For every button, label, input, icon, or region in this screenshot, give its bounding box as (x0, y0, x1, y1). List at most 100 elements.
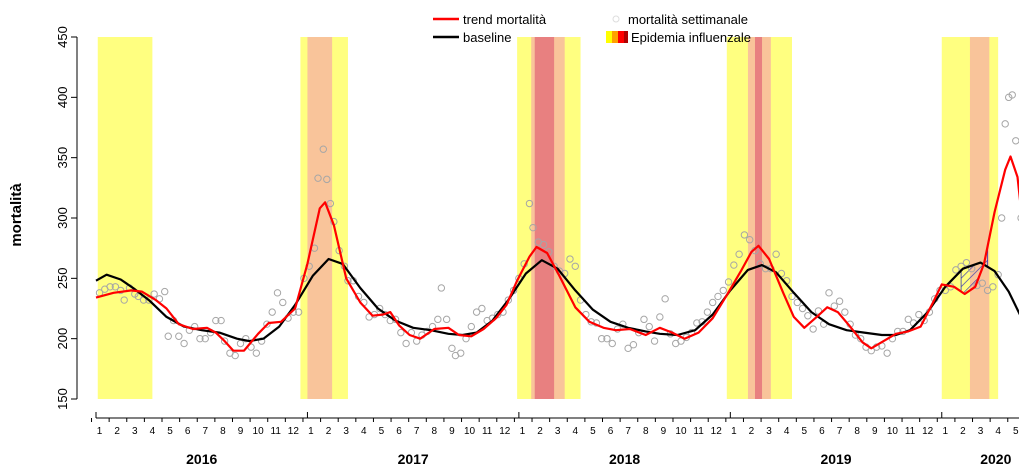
weekly-point (220, 337, 229, 345)
weekly-point (656, 313, 664, 321)
weekly-point (1017, 214, 1019, 222)
weekly-point (442, 315, 451, 324)
weekly-point (1001, 120, 1009, 128)
weekly-point (175, 332, 183, 340)
month-tick-label: 10 (464, 426, 476, 437)
y-tick-label: 200 (55, 328, 70, 350)
weekly-point (825, 289, 833, 297)
epidemic-band-high-5 (534, 37, 555, 399)
weekly-point (724, 278, 733, 286)
legend-epi-swatch-top (624, 31, 628, 43)
legend-epi-label: Epidemia influenzale (631, 30, 751, 45)
weekly-point (478, 304, 486, 313)
month-tick-label: 11 (271, 426, 282, 437)
weekly-point (983, 286, 992, 295)
month-tick-label: 3 (978, 426, 984, 437)
legend-epi-swatch-low (606, 31, 612, 43)
year-label: 2016 (186, 451, 217, 467)
weekly-point (323, 175, 331, 184)
weekly-point (962, 258, 971, 267)
legend-epi-swatch-mid (612, 31, 618, 43)
month-tick-label: 11 (693, 426, 704, 437)
month-tick-label: 7 (202, 426, 208, 437)
weekly-point (730, 261, 738, 269)
weekly-point (344, 277, 352, 285)
month-tick-label: 3 (343, 426, 349, 437)
weekly-point (640, 315, 648, 324)
month-tick-label: 11 (482, 426, 493, 437)
weekly-point (180, 339, 188, 348)
y-tick-label: 250 (55, 267, 70, 289)
weekly-point (661, 295, 669, 303)
weekly-point (624, 344, 632, 353)
legend: trend mortalità baseline mortalità setti… (433, 12, 751, 45)
weekly-point (120, 296, 128, 304)
month-tick-label: 7 (414, 426, 420, 437)
legend-weekly-label: mortalità settimanale (628, 12, 748, 27)
weekly-point (257, 337, 266, 345)
weekly-point (467, 322, 476, 331)
month-tick-label: 10 (887, 426, 899, 437)
month-tick-label: 5 (379, 426, 385, 437)
month-tick-label: 6 (396, 426, 402, 437)
weekly-point (978, 279, 986, 287)
month-tick-label: 2 (749, 426, 755, 437)
month-tick-label: 6 (819, 426, 825, 437)
weekly-point (830, 302, 838, 310)
epidemic-band-low-0 (97, 37, 153, 399)
weekly-point (841, 308, 849, 316)
legend-trend-label: trend mortalità (463, 12, 547, 27)
weekly-point (835, 297, 844, 305)
weekly-point (525, 199, 534, 208)
month-tick-label: 9 (238, 426, 244, 437)
weekly-point (714, 292, 722, 301)
weekly-point (217, 316, 225, 325)
month-tick-label: 3 (132, 426, 138, 437)
month-tick-label: 5 (802, 426, 808, 437)
weekly-point (539, 240, 548, 249)
weekly-point (571, 262, 579, 270)
month-tick-label: 4 (150, 426, 156, 437)
weekly-point (263, 320, 271, 328)
weekly-point (294, 308, 303, 316)
weekly-point (106, 283, 114, 291)
weekly-point (397, 328, 405, 337)
month-tick-label: 8 (220, 426, 226, 437)
weekly-point (883, 349, 891, 357)
month-tick-label: 10 (253, 426, 265, 437)
weekly-point (1012, 137, 1019, 145)
weekly-point (740, 231, 749, 239)
month-tick-label: 1 (520, 426, 526, 437)
weekly-point (703, 308, 712, 316)
weekly-point (212, 316, 220, 325)
weekly-point (788, 292, 796, 301)
weekly-point (314, 174, 322, 182)
month-tick-label: 8 (854, 426, 860, 437)
month-tick-label: 1 (943, 426, 949, 437)
weekly-point (756, 260, 764, 268)
weekly-point (798, 304, 807, 313)
weekly-point (529, 223, 537, 232)
weekly-point (772, 250, 780, 258)
weekly-point (719, 286, 727, 295)
weekly-point (448, 344, 456, 353)
month-tick-label: 9 (661, 426, 667, 437)
weekly-point (952, 266, 960, 274)
month-tick-label: 12 (499, 426, 511, 437)
weekly-point (709, 298, 717, 307)
month-tick-label: 5 (1013, 426, 1019, 437)
year-label: 2018 (609, 451, 640, 467)
month-tick-label: 6 (185, 426, 191, 437)
weekly-point (603, 334, 611, 343)
epidemic-bands (97, 37, 999, 399)
epidemic-band-high-8 (754, 37, 763, 399)
weekly-point (326, 199, 335, 208)
weekly-point (809, 325, 817, 333)
weekly-point (201, 334, 209, 343)
legend-weekly-swatch (612, 15, 620, 23)
weekly-point (196, 334, 204, 343)
y-tick-label: 450 (55, 26, 70, 48)
weekly-point (857, 334, 865, 343)
weekly-point (645, 322, 653, 331)
